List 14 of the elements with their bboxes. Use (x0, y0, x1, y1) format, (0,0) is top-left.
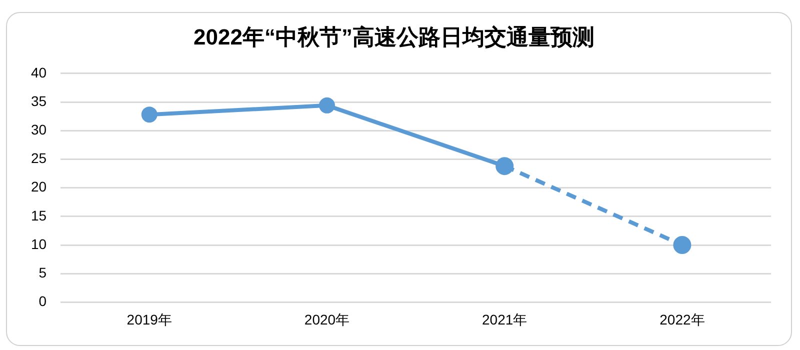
y-tick-label: 20 (30, 178, 47, 195)
x-tick-label: 2021年 (482, 311, 528, 328)
x-tick-label: 2022年 (660, 311, 705, 328)
x-tick-label: 2020年 (304, 311, 350, 328)
y-tick-label: 30 (30, 121, 47, 138)
y-tick-label: 5 (38, 264, 47, 280)
chart-title: 2022年“中秋节”高速公路日均交通量预测 (194, 24, 594, 50)
y-tick-label: 25 (30, 150, 47, 166)
y-tick-label: 10 (30, 236, 47, 252)
y-tick-label: 15 (30, 207, 47, 224)
x-tick-label: 2019年 (126, 311, 172, 328)
y-tick-label: 0 (38, 293, 47, 310)
y-tick-label: 35 (30, 92, 47, 109)
y-tick-label: 40 (30, 64, 47, 80)
